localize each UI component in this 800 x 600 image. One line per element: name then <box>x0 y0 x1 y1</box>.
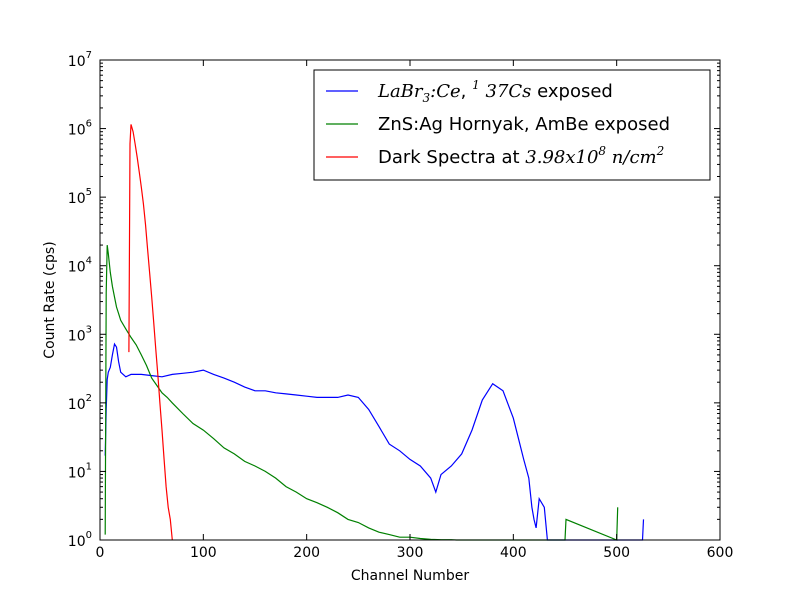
series-line-2 <box>104 245 619 541</box>
x-tick-label: 300 <box>397 545 424 561</box>
x-tick-label: 0 <box>96 545 105 561</box>
x-tick-label: 400 <box>500 545 527 561</box>
y-tick-label: 105 <box>68 187 92 207</box>
legend-entry-1: LaBr3:Ce, 1 37Cs exposed <box>377 78 613 105</box>
y-tick-exponent: 2 <box>86 393 92 404</box>
y-tick-label: 102 <box>68 393 92 413</box>
legend-entry-2: ZnS:Ag Hornyak, AmBe exposed <box>378 114 670 135</box>
y-tick-exponent: 1 <box>86 461 92 472</box>
series-layer <box>104 124 645 541</box>
y-tick-base: 10 <box>68 260 86 276</box>
y-tick-label: 100 <box>68 530 92 550</box>
y-tick-label: 107 <box>68 50 92 70</box>
legend-text-part: 37Cs <box>480 81 532 102</box>
y-tick-exponent: 5 <box>86 187 92 198</box>
y-tick-base: 10 <box>68 534 86 550</box>
y-tick-exponent: 0 <box>86 530 92 541</box>
legend-text-part: 1 <box>472 78 480 92</box>
x-tick-label: 600 <box>707 545 734 561</box>
y-tick-base: 10 <box>68 328 86 344</box>
legend-text-part: LaBr <box>377 81 424 102</box>
y-tick-exponent: 6 <box>86 119 92 130</box>
legend-text-part: Dark Spectra at <box>378 147 525 168</box>
y-tick-base: 10 <box>68 191 86 207</box>
legend-text-part: ZnS:Ag Hornyak, AmBe exposed <box>378 114 670 135</box>
y-tick-label: 106 <box>68 119 92 139</box>
legend-text-part: 3 <box>423 91 431 105</box>
legend-text-part: 2 <box>656 144 665 158</box>
legend-entry-3: Dark Spectra at 3.98x108 n/cm2 <box>378 144 664 168</box>
series-line-1 <box>104 342 645 541</box>
series-line-3 <box>128 124 173 541</box>
legend-text-part: 3.98x10 <box>525 147 598 168</box>
legend-text-part: n/cm <box>606 147 657 168</box>
y-tick-label: 103 <box>68 324 92 344</box>
y-tick-base: 10 <box>68 397 86 413</box>
x-axis-label: Channel Number <box>351 568 469 584</box>
y-tick-label: 101 <box>68 461 92 481</box>
x-tick-label: 500 <box>603 545 630 561</box>
x-tick-label: 100 <box>190 545 217 561</box>
legend-text-part: exposed <box>531 81 612 102</box>
y-axis-label: Count Rate (cps) <box>42 241 58 358</box>
y-tick-base: 10 <box>68 123 86 139</box>
y-tick-base: 10 <box>68 465 86 481</box>
ticks-layer: 0 100 200 300 400 500 600100101102103104105106… <box>68 50 734 561</box>
y-tick-exponent: 7 <box>86 50 92 61</box>
y-tick-exponent: 4 <box>86 256 92 267</box>
y-tick-label: 104 <box>68 256 92 276</box>
legend-text-part: 8 <box>598 144 606 158</box>
x-tick-label: 200 <box>293 545 320 561</box>
y-tick-base: 10 <box>68 54 86 70</box>
legend-text-part: , <box>461 81 472 102</box>
legend-text-part: :Ce <box>430 81 461 102</box>
y-tick-exponent: 3 <box>86 324 92 335</box>
legend: LaBr3:Ce, 1 37Cs exposed ZnS:Ag Hornyak, … <box>313 69 711 181</box>
legend-box <box>313 69 711 181</box>
